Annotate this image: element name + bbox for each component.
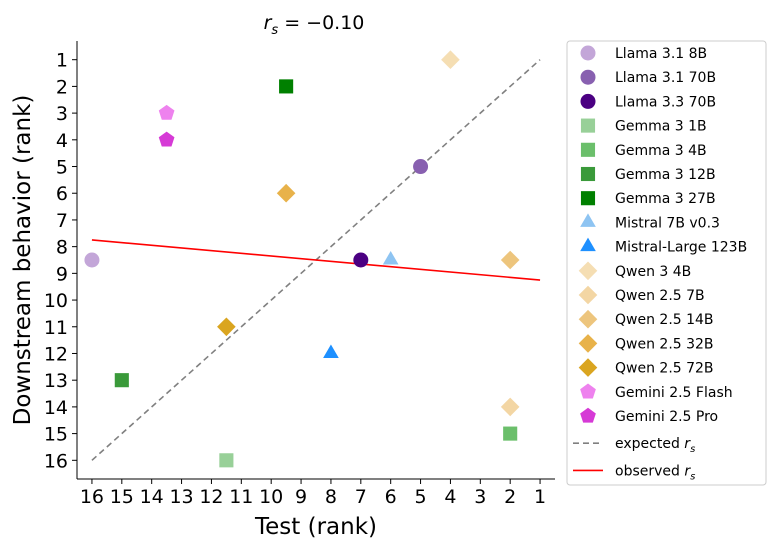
legend-marker [580,93,596,109]
data-point [503,426,518,441]
data-point [441,50,460,69]
x-tick-label: 14 [140,486,164,508]
chart-title: rs = −0.10 [264,12,365,38]
data-points [84,50,520,468]
x-tick-label: 1 [534,486,546,508]
x-tick-label: 8 [325,486,337,508]
x-tick-label: 5 [415,486,427,508]
legend-label: Gemma 3 27B [615,191,716,207]
y-tick-label: 1 [56,50,68,72]
data-point [500,397,520,417]
legend-label: Qwen 2.5 7B [615,288,705,304]
legend-marker [578,285,598,305]
y-tick-label: 2 [56,76,68,98]
legend: Llama 3.1 8B Llama 3.1 70B Llama 3.3 70B Ge… [566,40,767,486]
legend-label: Gemma 3 1B [615,119,707,135]
y-tick-label: 16 [44,450,68,472]
y-tick-label: 12 [44,343,68,365]
legend-marker [580,237,596,252]
x-tick-label: 16 [80,486,104,508]
data-point [84,252,100,268]
data-point [382,251,399,265]
x-tick-label: 15 [110,486,134,508]
data-point [353,252,369,268]
data-point [500,250,520,270]
legend-label: Llama 3.3 70B [615,94,716,110]
legend-marker [580,142,596,157]
legend-label: Gemini 2.5 Flash [615,385,733,401]
legend-marker [580,45,596,61]
legend-marker [580,213,596,227]
legend-marker [578,261,598,281]
y-axis-label: Downstream behavior (rank) [10,95,36,426]
x-tick-label: 4 [444,486,456,508]
legend-label: observed rs [615,463,695,482]
legend-label: Qwen 2.5 72B [615,361,714,377]
x-tick-label: 7 [355,486,367,508]
legend-label: Gemma 3 12B [615,167,716,183]
x-tick-label: 9 [295,486,307,508]
data-point [413,159,429,175]
legend-marker [578,358,598,377]
y-tick-label: 7 [56,210,68,232]
y-tick-label: 13 [44,370,68,392]
legend-marker [578,334,598,353]
chart-title-symbol: r [264,12,273,34]
x-axis-label: Test (rank) [254,514,377,540]
legend-label: Qwen 2.5 14B [615,312,714,328]
chart-title-subscript: s [271,23,278,38]
legend-marker [580,166,596,182]
legend-marker [580,118,596,133]
legend-marker [580,407,596,423]
x-tick-label: 2 [504,486,516,508]
legend-marker [580,383,596,399]
data-point [219,453,234,468]
legend-frame [566,40,767,486]
legend-label: Llama 3.1 8B [615,46,707,62]
data-point [217,317,236,337]
data-point [279,79,294,94]
legend-label: Mistral-Large 123B [615,240,747,256]
legend-marker [580,191,596,206]
legend-label: Gemma 3 4B [615,143,707,159]
x-tick-label: 12 [199,486,223,508]
trend-lines [91,59,541,461]
y-tick-label: 15 [44,424,68,446]
legend-label: expected rs [615,436,695,455]
y-tick-label: 11 [44,317,68,339]
y-tick-label: 6 [56,183,68,205]
y-tick-label: 5 [56,157,68,179]
observed-line [91,239,541,281]
chart-title-value: = −0.10 [278,12,364,34]
data-point [114,373,129,388]
legend-label: Qwen 2.5 32B [615,336,714,352]
data-point [323,344,339,358]
legend-marker [578,309,598,329]
axes: 16 15 14 13 12 11 10 9 8 7 6 5 4 3 2 112345678910111213… [44,41,555,508]
legend-label: Gemini 2.5 Pro [615,409,718,425]
data-point [276,183,296,203]
x-tick-label: 3 [474,486,486,508]
y-tick-label: 9 [56,263,68,285]
legend-label: Llama 3.1 70B [615,70,716,86]
legend-marker [580,69,596,85]
y-tick-label: 3 [56,103,68,125]
y-tick-label: 4 [56,130,68,152]
x-tick-label: 10 [259,486,283,508]
y-tick-label: 14 [44,397,68,419]
data-point [158,131,175,147]
legend-label: Qwen 3 4B [615,264,691,280]
x-tick-label: 13 [169,486,193,508]
y-tick-label: 10 [44,290,68,312]
y-tick-label: 8 [56,237,68,259]
data-point [158,104,175,120]
legend-label: Mistral 7B v0.3 [615,215,720,231]
x-tick-label: 6 [385,486,397,508]
x-tick-label: 11 [229,486,253,508]
